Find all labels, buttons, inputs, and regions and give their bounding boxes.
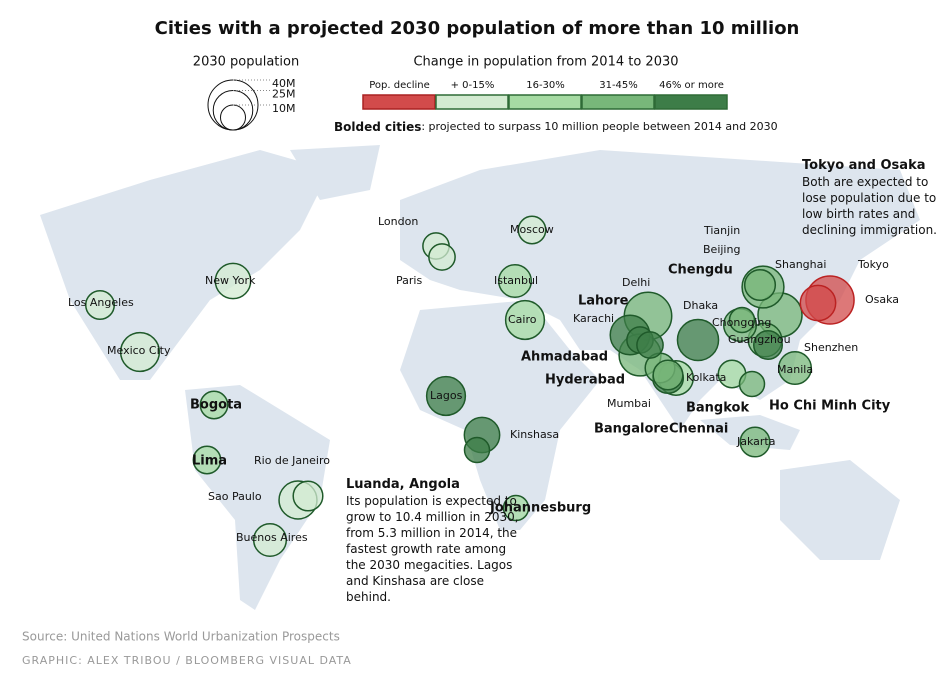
color-legend-swatch	[508, 94, 582, 110]
city-bubble	[777, 350, 813, 386]
city-bubble	[497, 263, 533, 299]
color-legend-title: Change in population from 2014 to 2030	[413, 55, 678, 70]
city-bubble	[738, 370, 766, 398]
city-label: Shenzhen	[804, 341, 858, 354]
annotation: Luanda, Angola Its population is expected…	[346, 477, 524, 605]
city-bubble	[214, 262, 252, 300]
city-bubble	[517, 215, 547, 245]
city-label: Delhi	[622, 276, 650, 289]
annotation-title: Tokyo and Osaka	[802, 158, 926, 173]
city-label: Bogota	[190, 398, 242, 413]
color-legend-label: + 0-15%	[451, 80, 495, 91]
annotation-title: Luanda, Angola	[346, 477, 460, 492]
city-bubble	[502, 494, 530, 522]
city-label: Jakarta	[736, 435, 775, 448]
city-label: Sao Paulo	[208, 490, 262, 503]
city-label: Istanbul	[494, 274, 538, 287]
color-legend-swatch	[362, 94, 436, 110]
city-label: Johannesburg	[489, 501, 591, 516]
size-legend-label: 25M	[272, 87, 296, 100]
color-legend-label: 16-30%	[526, 80, 565, 91]
city-label: Shanghai	[775, 258, 826, 271]
city-bubble	[739, 426, 771, 458]
city-label: Lagos	[430, 389, 463, 402]
city-bubble	[463, 436, 491, 464]
city-label: Tokyo	[857, 258, 889, 271]
city-label: Hyderabad	[545, 373, 625, 388]
city-bubble	[752, 329, 784, 361]
city-label: Rio de Janeiro	[254, 454, 330, 467]
city-label: Manila	[777, 363, 813, 376]
city-bubble	[504, 299, 546, 341]
city-label: Dhaka	[683, 299, 718, 312]
color-legend-swatch	[435, 94, 509, 110]
city-label: New York	[205, 274, 256, 287]
source: Source: United Nations World Urbanizatio…	[22, 630, 340, 644]
city-label: Moscow	[510, 223, 554, 236]
color-legend-label: 46% or more	[659, 80, 724, 91]
city-bubble	[84, 289, 116, 321]
city-label: Lima	[192, 454, 227, 469]
city-label: London	[378, 215, 418, 228]
city-label: Chengdu	[668, 263, 733, 278]
color-legend-swatch	[654, 94, 728, 110]
annotation: Tokyo and Osaka Both are expected to lose…	[802, 158, 937, 238]
city-bubble	[728, 306, 756, 334]
city-label: Paris	[396, 274, 422, 287]
city-label: Mumbai	[607, 397, 651, 410]
bold-note-bold: Bolded cities	[334, 120, 421, 134]
city-bubble	[199, 390, 229, 420]
color-legend-label: 31-45%	[599, 80, 638, 91]
city-label: Beijing	[703, 243, 740, 256]
size-legend-circle	[212, 89, 254, 131]
city-label: Bangalore	[594, 422, 669, 437]
city-label: Ho Chi Minh City	[769, 399, 891, 414]
credit: GRAPHIC: ALEX TRIBOU / BLOOMBERG VISUAL …	[22, 654, 352, 667]
size-legend-label: 10M	[272, 102, 296, 115]
city-label: Chongqing	[712, 316, 771, 329]
city-label: Mexico City	[107, 344, 171, 357]
bubbles	[84, 215, 855, 558]
city-label: Bangkok	[686, 401, 749, 416]
city-label: Ahmadabad	[521, 350, 608, 365]
color-legend-label: Pop. decline	[369, 80, 430, 91]
city-bubble	[192, 445, 222, 475]
size-legend-circle	[220, 104, 246, 131]
city-bubble	[652, 359, 684, 391]
annotation-text: Both are expected to lose population due…	[802, 175, 937, 237]
city-label: Guangzhou	[728, 333, 791, 346]
city-label: Kolkata	[686, 371, 726, 384]
city-bubble	[119, 331, 161, 373]
size-legend-label: 40M	[272, 77, 296, 90]
city-label: Buenos Aires	[236, 531, 308, 544]
title: Cities with a projected 2030 population …	[155, 18, 800, 39]
city-bubble	[252, 522, 288, 558]
size-legend-title: 2030 population	[193, 55, 299, 70]
city-bubble	[743, 268, 777, 302]
city-label: Los Angeles	[68, 296, 134, 309]
bold-note: Bolded cities: projected to surpass 10 m…	[334, 120, 778, 134]
city-bubble	[636, 331, 664, 359]
city-label: Osaka	[865, 293, 899, 306]
city-label: Chennai	[669, 422, 728, 437]
city-label: Cairo	[508, 313, 537, 326]
annotation-text: Its population is expected to grow to 10…	[346, 494, 519, 604]
color-legend-swatch	[581, 94, 655, 110]
city-label: Kinshasa	[510, 428, 559, 441]
city-label: Tianjin	[703, 224, 740, 237]
city-bubble	[799, 284, 837, 322]
bold-note-text: : projected to surpass 10 million people…	[421, 120, 777, 133]
city-bubble	[676, 318, 720, 362]
city-label: Karachi	[573, 312, 614, 325]
city-bubble	[292, 480, 324, 512]
city-bubble	[428, 243, 456, 271]
city-label: Lahore	[578, 294, 629, 309]
city-bubble	[425, 375, 467, 417]
